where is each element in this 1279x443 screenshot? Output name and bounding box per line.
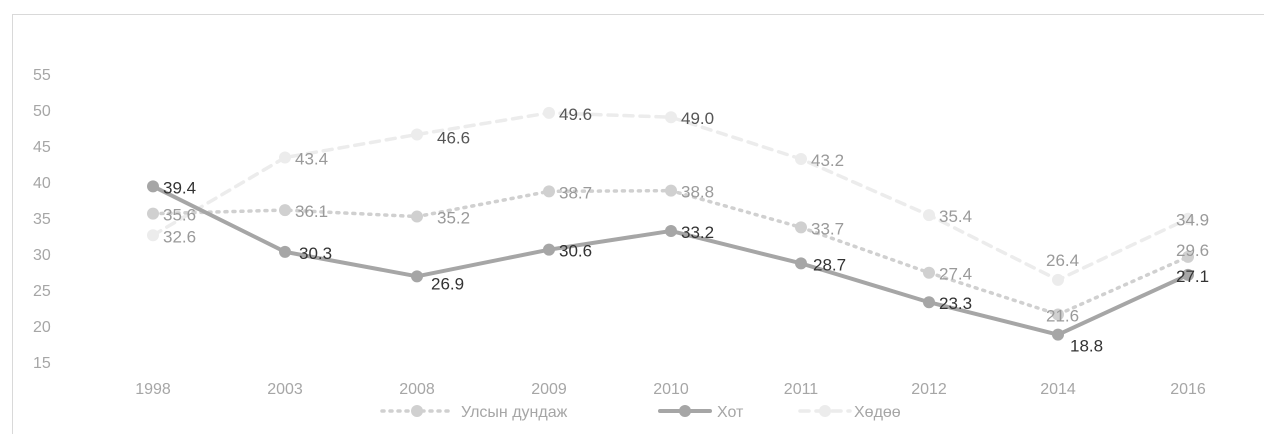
point-national-avg-2011 xyxy=(795,221,807,234)
data-label-city-1998: 39.4 xyxy=(163,178,196,197)
y-tick-label-35: 35 xyxy=(33,211,51,228)
point-rural-2012 xyxy=(923,209,935,222)
point-city-2008 xyxy=(411,270,423,283)
x-tick-label-2003: 2003 xyxy=(267,381,303,398)
x-tick-label-2014: 2014 xyxy=(1040,381,1076,398)
data-label-city-2014: 18.8 xyxy=(1070,337,1103,356)
data-label-city-2009: 30.6 xyxy=(559,242,592,261)
x-tick-label-2009: 2009 xyxy=(531,381,567,398)
data-label-national-avg-2010: 38.8 xyxy=(681,183,714,202)
point-rural-2009 xyxy=(543,106,555,119)
point-national-avg-2012 xyxy=(923,266,935,279)
data-label-national-avg-2016: 29.6 xyxy=(1176,241,1209,260)
data-label-national-avg-1998: 35.6 xyxy=(163,206,196,225)
y-tick-label-45: 45 xyxy=(33,139,51,156)
point-national-avg-2009 xyxy=(543,185,555,198)
data-label-city-2010: 33.2 xyxy=(681,223,714,242)
data-label-city-2012: 23.3 xyxy=(939,294,972,313)
legend-label-city: Хот xyxy=(717,404,744,421)
point-national-avg-2010 xyxy=(665,184,677,197)
point-city-1998 xyxy=(147,180,159,193)
data-label-city-2003: 30.3 xyxy=(299,244,332,263)
data-label-rural-2010: 49.0 xyxy=(681,109,714,128)
x-tick-label-2008: 2008 xyxy=(399,381,435,398)
data-label-national-avg-2012: 27.4 xyxy=(939,265,972,284)
data-label-national-avg-2014: 21.6 xyxy=(1046,306,1079,325)
y-tick-label-40: 40 xyxy=(33,175,51,192)
x-tick-label-2011: 2011 xyxy=(784,381,819,398)
legend-marker-city xyxy=(679,405,691,417)
y-tick-label-30: 30 xyxy=(33,247,51,264)
chart-frame xyxy=(12,14,1264,434)
x-tick-label-2012: 2012 xyxy=(911,381,947,398)
x-tick-label-2016: 2016 xyxy=(1170,381,1206,398)
data-label-rural-2008: 46.6 xyxy=(437,128,470,147)
point-rural-2016 xyxy=(1182,212,1194,225)
y-tick-label-15: 15 xyxy=(33,355,51,372)
data-label-city-2016: 27.1 xyxy=(1176,267,1209,286)
point-national-avg-2008 xyxy=(411,210,423,223)
y-tick-label-50: 50 xyxy=(33,103,51,120)
data-label-national-avg-2011: 33.7 xyxy=(811,219,844,238)
data-label-national-avg-2003: 36.1 xyxy=(295,202,328,221)
point-city-2014 xyxy=(1052,328,1064,341)
y-tick-label-55: 55 xyxy=(33,67,51,84)
point-city-2010 xyxy=(665,224,677,237)
data-label-rural-2012: 35.4 xyxy=(939,207,972,226)
point-national-avg-2014 xyxy=(1052,308,1064,321)
point-national-avg-2016 xyxy=(1182,250,1194,263)
y-tick-label-20: 20 xyxy=(33,319,51,336)
point-national-avg-1998 xyxy=(147,207,159,220)
point-city-2012 xyxy=(923,296,935,309)
y-tick-label-25: 25 xyxy=(33,283,51,300)
legend-marker-rural xyxy=(819,405,831,417)
point-city-2016 xyxy=(1182,268,1194,281)
data-label-rural-2016: 34.9 xyxy=(1176,211,1209,230)
data-label-national-avg-2009: 38.7 xyxy=(559,183,592,202)
data-label-national-avg-2008: 35.2 xyxy=(437,209,470,228)
legend-label-national-avg: Улсын дундаж xyxy=(461,404,568,421)
point-national-avg-2003 xyxy=(279,204,291,217)
data-label-city-2008: 26.9 xyxy=(431,274,464,293)
data-label-city-2011: 28.7 xyxy=(813,255,846,274)
legend-label-rural: Хөдөө xyxy=(854,404,901,421)
x-tick-label-2010: 2010 xyxy=(653,381,689,398)
point-rural-1998 xyxy=(147,229,159,242)
data-label-rural-2003: 43.4 xyxy=(295,150,328,169)
point-rural-2014 xyxy=(1052,273,1064,286)
point-city-2009 xyxy=(543,243,555,256)
point-rural-2003 xyxy=(279,151,291,164)
data-label-rural-1998: 32.6 xyxy=(163,227,196,246)
data-label-rural-2009: 49.6 xyxy=(559,105,592,124)
data-label-rural-2011: 43.2 xyxy=(811,151,844,170)
point-city-2011 xyxy=(795,257,807,270)
point-city-2003 xyxy=(279,245,291,258)
point-rural-2010 xyxy=(665,111,677,124)
point-rural-2008 xyxy=(411,128,423,141)
legend-marker-national-avg xyxy=(411,405,423,417)
point-rural-2011 xyxy=(795,152,807,165)
data-label-rural-2014: 26.4 xyxy=(1046,251,1079,270)
x-tick-label-1998: 1998 xyxy=(135,381,171,398)
